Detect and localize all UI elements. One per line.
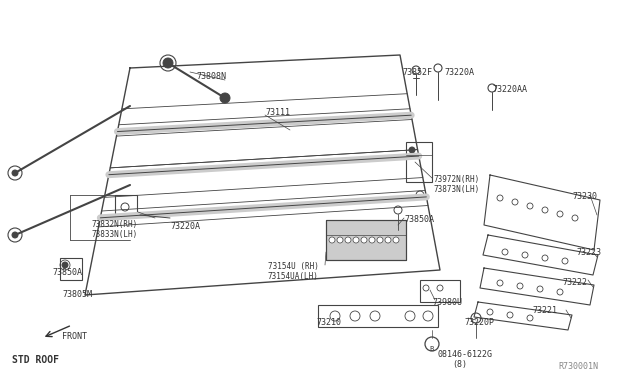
Bar — [318, 305, 438, 327]
Circle shape — [163, 58, 173, 68]
Circle shape — [337, 237, 343, 243]
Circle shape — [353, 237, 359, 243]
Text: 73805M: 73805M — [62, 290, 92, 299]
Text: 73154U (RH): 73154U (RH) — [268, 262, 319, 271]
Text: 08146-6122G: 08146-6122G — [438, 350, 493, 359]
Circle shape — [62, 262, 68, 268]
Bar — [60, 258, 82, 280]
Text: 73154UA(LH): 73154UA(LH) — [268, 272, 319, 281]
Text: 73111: 73111 — [265, 108, 290, 117]
Text: R730001N: R730001N — [558, 362, 598, 371]
Circle shape — [377, 237, 383, 243]
Text: 73221: 73221 — [532, 306, 557, 315]
Text: B: B — [430, 346, 434, 352]
Circle shape — [12, 170, 18, 176]
Text: 73850A: 73850A — [404, 215, 434, 224]
Text: 73873N(LH): 73873N(LH) — [434, 185, 480, 194]
Circle shape — [361, 237, 367, 243]
Text: FRONT: FRONT — [62, 332, 87, 341]
Text: 73972N(RH): 73972N(RH) — [434, 175, 480, 184]
Circle shape — [12, 232, 18, 238]
Circle shape — [409, 147, 415, 153]
Text: 73852F: 73852F — [402, 68, 432, 77]
Text: 73850A: 73850A — [52, 268, 82, 277]
Text: 73220A: 73220A — [444, 68, 474, 77]
Circle shape — [385, 237, 391, 243]
Bar — [406, 142, 432, 182]
Text: STD ROOF: STD ROOF — [12, 355, 59, 365]
Circle shape — [329, 237, 335, 243]
Bar — [326, 220, 406, 260]
Text: 73222: 73222 — [562, 278, 587, 287]
Bar — [420, 280, 460, 302]
Text: 73220P: 73220P — [464, 318, 494, 327]
Text: 73808N: 73808N — [196, 72, 226, 81]
Bar — [115, 195, 137, 217]
Text: 73832N(RH): 73832N(RH) — [92, 220, 138, 229]
Text: 73220A: 73220A — [170, 222, 200, 231]
Text: 73980U: 73980U — [432, 298, 462, 307]
Circle shape — [393, 237, 399, 243]
Text: 73223: 73223 — [576, 248, 601, 257]
Text: (8): (8) — [452, 360, 467, 369]
Text: 73220AA: 73220AA — [492, 85, 527, 94]
Text: 73833N(LH): 73833N(LH) — [92, 230, 138, 239]
Text: 73210: 73210 — [316, 318, 341, 327]
Circle shape — [345, 237, 351, 243]
Text: 73230: 73230 — [572, 192, 597, 201]
Circle shape — [369, 237, 375, 243]
Bar — [326, 220, 406, 260]
Circle shape — [220, 93, 230, 103]
